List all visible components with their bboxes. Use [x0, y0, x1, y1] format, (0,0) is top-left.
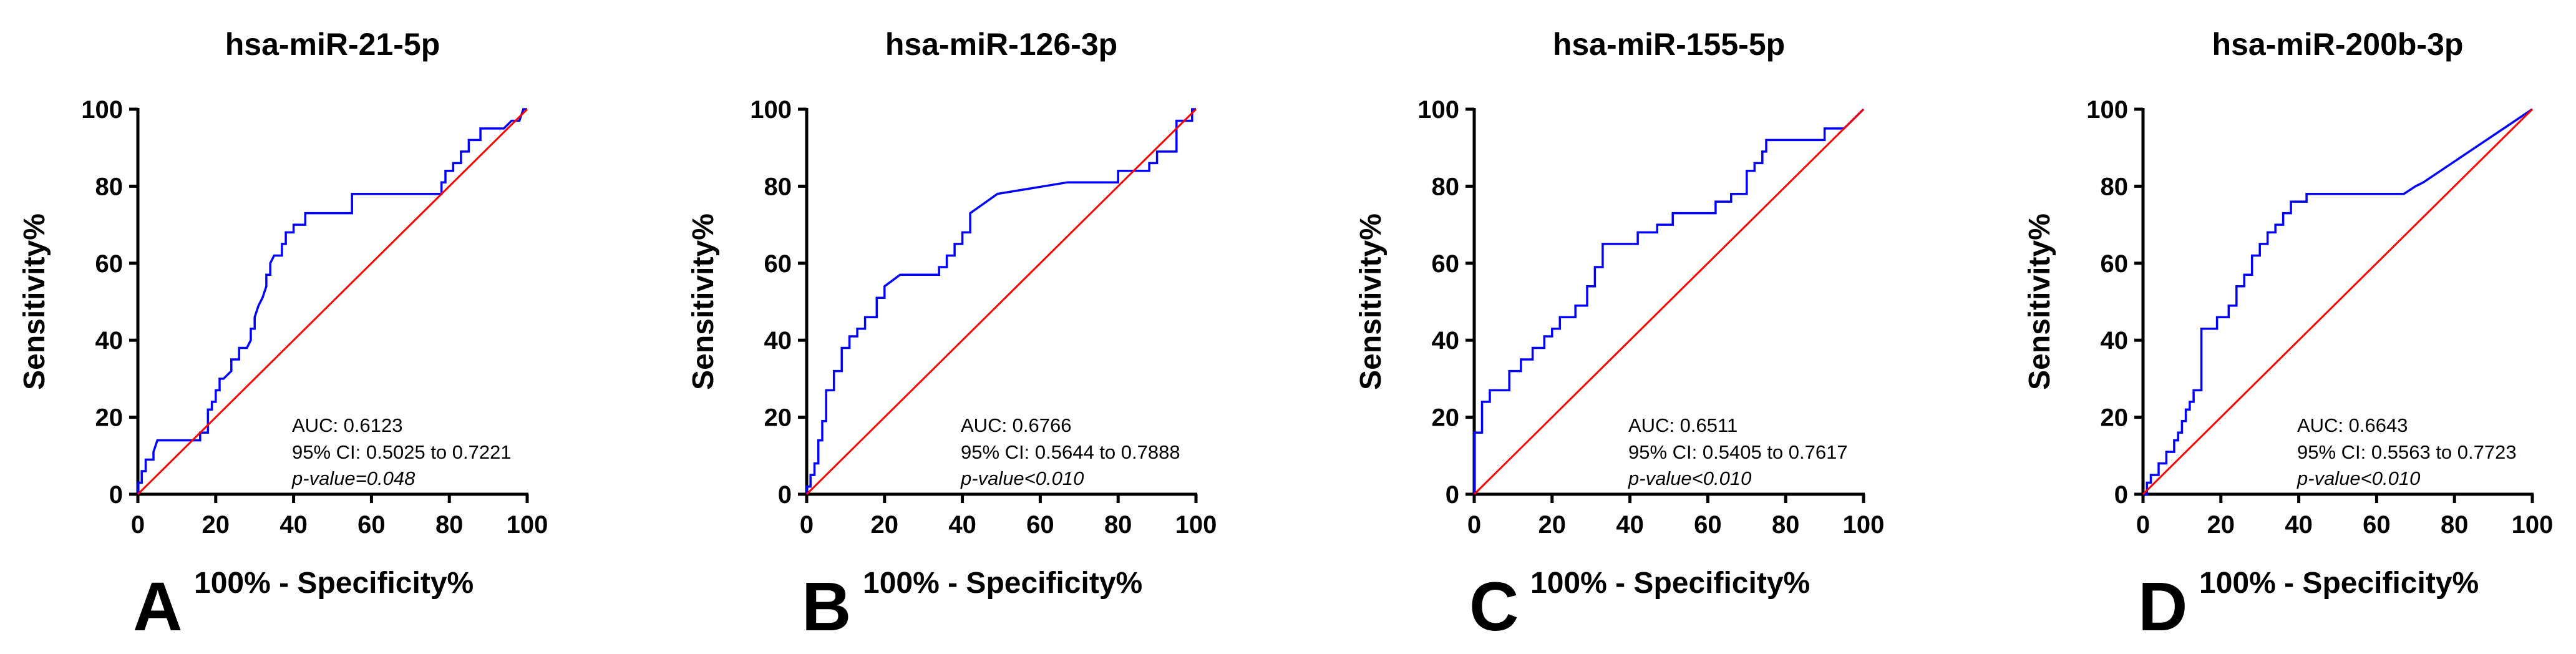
roc-panel-d: hsa-miR-200b-3p 0 20 40 60 80 100 0 20 40 60 80 100 S…	[2023, 27, 2553, 645]
x-tick-label: 20	[202, 511, 230, 539]
x-tick-label: 20	[1538, 511, 1567, 539]
ci-annotation: 95% CI: 0.5405 to 0.7617	[1628, 441, 1848, 463]
y-tick-label: 0	[2114, 481, 2128, 509]
x-axis-label: 100% - Specificity%	[1530, 567, 1810, 600]
x-tick-label: 40	[1616, 511, 1644, 539]
chart-title: hsa-miR-200b-3p	[2212, 27, 2464, 62]
panel-letter: D	[2138, 569, 2187, 645]
panel-letter: C	[1469, 569, 1519, 645]
y-tick-label: 80	[764, 173, 792, 200]
chart-title: hsa-miR-155-5p	[1553, 27, 1785, 62]
reference-diagonal-line	[805, 108, 1197, 495]
y-tick-label: 0	[109, 481, 123, 509]
y-tick-label: 40	[2101, 327, 2129, 354]
auc-annotation: AUC: 0.6123	[292, 414, 403, 436]
x-tick-label: 80	[2441, 511, 2469, 539]
y-tick-label: 40	[764, 327, 792, 354]
y-tick-label: 60	[2101, 250, 2129, 278]
roc-panel-c: hsa-miR-155-5p 0 20 40 60 80 100 0 20 40 60 80 100 Se…	[1354, 27, 1884, 645]
y-tick-label: 40	[1432, 327, 1460, 354]
reference-diagonal-line	[1473, 108, 1865, 495]
chart-title: hsa-miR-21-5p	[225, 27, 440, 62]
x-axis-label: 100% - Specificity%	[194, 567, 474, 600]
auc-annotation: AUC: 0.6643	[2297, 414, 2408, 436]
reference-diagonal-line	[2142, 108, 2534, 495]
y-tick-label: 20	[95, 404, 124, 432]
panel-letter: B	[802, 569, 851, 645]
y-axis-label: Sensitivity%	[18, 213, 51, 390]
y-tick-label: 20	[764, 404, 792, 432]
x-axis-label: 100% - Specificity%	[863, 567, 1142, 600]
y-axis-label: Sensitivity%	[687, 213, 720, 390]
x-tick-label: 40	[2285, 511, 2313, 539]
y-axis-label: Sensitivity%	[2023, 213, 2056, 390]
p-value-annotation: p-value<0.010	[960, 467, 1084, 489]
x-tick-label: 60	[1026, 511, 1054, 539]
x-tick-label: 0	[800, 511, 814, 539]
p-value-annotation: p-value<0.010	[1628, 467, 1751, 489]
y-tick-label: 100	[1417, 96, 1459, 124]
roc-panel-b: hsa-miR-126-3p 0 20 40 60 80 100 0 20 40 60 80 100 Se…	[687, 27, 1217, 645]
y-tick-label: 60	[95, 250, 124, 278]
x-tick-label: 40	[279, 511, 308, 539]
x-tick-label: 100	[1843, 511, 1885, 539]
y-tick-label: 80	[1432, 173, 1460, 200]
x-tick-label: 60	[357, 511, 386, 539]
y-tick-label: 100	[2086, 96, 2128, 124]
y-tick-label: 80	[95, 173, 124, 200]
ci-annotation: 95% CI: 0.5563 to 0.7723	[2297, 441, 2517, 463]
roc-curve-line	[1473, 108, 1865, 494]
x-tick-label: 100	[507, 511, 548, 539]
x-tick-label: 0	[1467, 511, 1481, 539]
panel-letter: A	[133, 569, 182, 645]
roc-panel-a: hsa-miR-21-5p 0 20 40 60 80 100 0 20 40 60 80 100 Sen…	[18, 27, 548, 645]
x-tick-label: 0	[131, 511, 145, 539]
y-tick-label: 100	[81, 96, 123, 124]
y-tick-label: 100	[750, 96, 792, 124]
x-tick-label: 20	[2207, 511, 2235, 539]
roc-curve-line	[805, 108, 1196, 494]
y-tick-label: 60	[1432, 250, 1460, 278]
x-tick-label: 100	[1175, 511, 1217, 539]
p-value-annotation: p-value=0.048	[291, 467, 416, 489]
chart-title: hsa-miR-126-3p	[885, 27, 1117, 62]
x-axis-label: 100% - Specificity%	[2199, 567, 2479, 600]
x-tick-label: 60	[2363, 511, 2391, 539]
y-axis-label: Sensitivity%	[1354, 213, 1388, 390]
x-tick-label: 40	[948, 511, 976, 539]
x-tick-label: 80	[1104, 511, 1132, 539]
y-tick-label: 60	[764, 250, 792, 278]
p-value-annotation: p-value<0.010	[2297, 467, 2420, 489]
x-tick-label: 80	[1772, 511, 1800, 539]
reference-diagonal-line	[137, 108, 528, 495]
y-tick-label: 40	[95, 327, 124, 354]
x-tick-label: 20	[871, 511, 899, 539]
roc-curve-line	[137, 108, 527, 494]
x-tick-label: 60	[1694, 511, 1722, 539]
x-tick-label: 80	[435, 511, 464, 539]
ci-annotation: 95% CI: 0.5644 to 0.7888	[961, 441, 1180, 463]
x-tick-label: 100	[2512, 511, 2554, 539]
x-tick-label: 0	[2136, 511, 2150, 539]
roc-curve-line	[2143, 108, 2533, 495]
auc-annotation: AUC: 0.6511	[1628, 414, 1738, 436]
auc-annotation: AUC: 0.6766	[961, 414, 1072, 436]
y-tick-label: 20	[2101, 404, 2129, 432]
y-tick-label: 80	[2101, 173, 2129, 200]
ci-annotation: 95% CI: 0.5025 to 0.7221	[292, 441, 512, 463]
y-tick-label: 20	[1432, 404, 1460, 432]
y-tick-label: 0	[778, 481, 792, 509]
y-tick-label: 0	[1446, 481, 1459, 509]
